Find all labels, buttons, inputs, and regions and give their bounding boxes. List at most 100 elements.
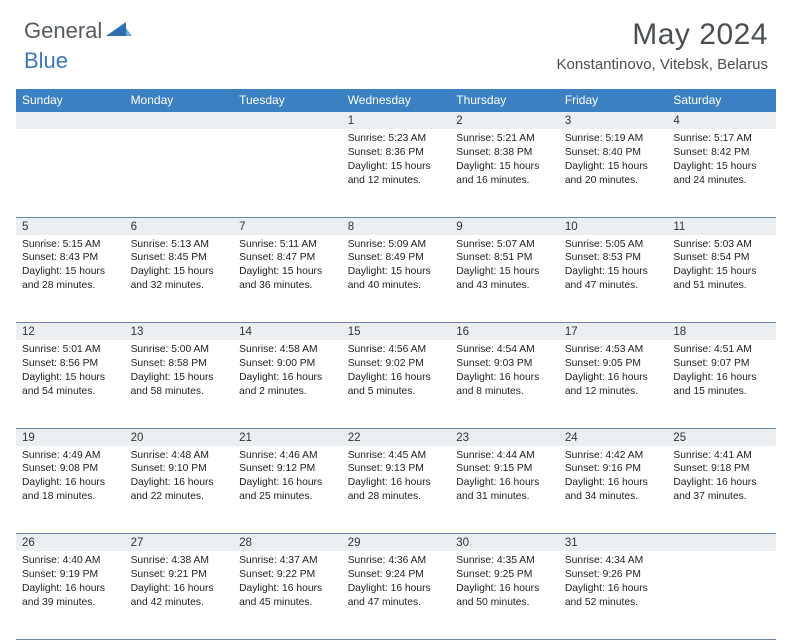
sunset-text: Sunset: 8:43 PM bbox=[22, 252, 98, 263]
sunrise-text: Sunrise: 4:36 AM bbox=[348, 555, 426, 566]
title-block: May 2024 Konstantinovo, Vitebsk, Belarus bbox=[556, 18, 768, 73]
sunset-text: Sunset: 8:51 PM bbox=[456, 252, 532, 263]
sunrise-text: Sunrise: 4:34 AM bbox=[565, 555, 643, 566]
day-number-cell: 2 bbox=[450, 112, 559, 130]
sunset-text: Sunset: 9:10 PM bbox=[131, 463, 207, 474]
day-number-cell: 16 bbox=[450, 323, 559, 341]
day-number-cell: 13 bbox=[125, 323, 234, 341]
daylight-text: Daylight: 15 hours and 36 minutes. bbox=[239, 266, 322, 291]
page-header: General May 2024 Konstantinovo, Vitebsk,… bbox=[0, 0, 792, 81]
daylight-text: Daylight: 16 hours and 47 minutes. bbox=[348, 583, 431, 608]
sunset-text: Sunset: 9:26 PM bbox=[565, 569, 641, 580]
sunset-text: Sunset: 9:00 PM bbox=[239, 358, 315, 369]
daynum-row: 12131415161718 bbox=[16, 323, 776, 341]
sunset-text: Sunset: 8:36 PM bbox=[348, 147, 424, 158]
day-info-cell bbox=[16, 129, 125, 217]
daylight-text: Daylight: 16 hours and 52 minutes. bbox=[565, 583, 648, 608]
sunrise-text: Sunrise: 4:53 AM bbox=[565, 344, 643, 355]
day-info-cell: Sunrise: 4:49 AMSunset: 9:08 PMDaylight:… bbox=[16, 446, 125, 534]
day-header: Sunday bbox=[16, 89, 125, 112]
day-header-row: Sunday Monday Tuesday Wednesday Thursday… bbox=[16, 89, 776, 112]
sunrise-text: Sunrise: 4:51 AM bbox=[673, 344, 751, 355]
sunset-text: Sunset: 8:54 PM bbox=[673, 252, 749, 263]
day-number-cell: 14 bbox=[233, 323, 342, 341]
info-row: Sunrise: 4:40 AM Sunset: 9:19 PM Daylight:… bbox=[16, 551, 776, 639]
logo-triangle-icon bbox=[106, 20, 132, 43]
sunset-text: Sunset: 9:16 PM bbox=[565, 463, 641, 474]
day-number-cell: 8 bbox=[342, 217, 451, 235]
day-info-cell bbox=[667, 551, 776, 639]
daylight-text: Daylight: 16 hours and 50 minutes. bbox=[456, 583, 539, 608]
info-row: Sunrise: 5:15 AM Sunset: 8:43 PM Daylight:… bbox=[16, 235, 776, 323]
sunset-text: Sunset: 8:40 PM bbox=[565, 147, 641, 158]
day-header: Monday bbox=[125, 89, 234, 112]
day-number-cell bbox=[125, 112, 234, 130]
day-number-cell: 21 bbox=[233, 428, 342, 446]
day-info-cell: Sunrise: 5:17 AMSunset: 8:42 PMDaylight:… bbox=[667, 129, 776, 217]
sunrise-text: Sunrise: 4:35 AM bbox=[456, 555, 534, 566]
sunset-text: Sunset: 9:18 PM bbox=[673, 463, 749, 474]
daylight-text: Daylight: 15 hours and 40 minutes. bbox=[348, 266, 431, 291]
sunrise-text: Sunrise: 4:42 AM bbox=[565, 450, 643, 461]
daylight-text: Daylight: 15 hours and 28 minutes. bbox=[22, 266, 105, 291]
sunrise-text: Sunrise: 5:17 AM bbox=[673, 133, 751, 144]
day-number-cell bbox=[667, 534, 776, 552]
day-info-cell bbox=[125, 129, 234, 217]
day-number-cell: 9 bbox=[450, 217, 559, 235]
sunset-text: Sunset: 8:56 PM bbox=[22, 358, 98, 369]
daynum-row: 567891011 bbox=[16, 217, 776, 235]
sunset-text: Sunset: 9:05 PM bbox=[565, 358, 641, 369]
daylight-text: Daylight: 16 hours and 34 minutes. bbox=[565, 477, 648, 502]
sunrise-text: Sunrise: 5:23 AM bbox=[348, 133, 426, 144]
day-number-cell: 27 bbox=[125, 534, 234, 552]
day-number-cell: 25 bbox=[667, 428, 776, 446]
sunrise-text: Sunrise: 4:45 AM bbox=[348, 450, 426, 461]
day-info-cell: Sunrise: 5:05 AMSunset: 8:53 PMDaylight:… bbox=[559, 235, 668, 323]
daylight-text: Daylight: 15 hours and 12 minutes. bbox=[348, 161, 431, 186]
daylight-text: Daylight: 15 hours and 54 minutes. bbox=[22, 372, 105, 397]
day-number-cell: 29 bbox=[342, 534, 451, 552]
daylight-text: Daylight: 15 hours and 24 minutes. bbox=[673, 161, 756, 186]
daylight-text: Daylight: 16 hours and 39 minutes. bbox=[22, 583, 105, 608]
day-number-cell: 3 bbox=[559, 112, 668, 130]
daylight-text: Daylight: 15 hours and 32 minutes. bbox=[131, 266, 214, 291]
day-number-cell: 20 bbox=[125, 428, 234, 446]
sunset-text: Sunset: 8:38 PM bbox=[456, 147, 532, 158]
sunset-text: Sunset: 8:47 PM bbox=[239, 252, 315, 263]
calendar-table: Sunday Monday Tuesday Wednesday Thursday… bbox=[16, 89, 776, 640]
day-info-cell: Sunrise: 4:51 AMSunset: 9:07 PMDaylight:… bbox=[667, 340, 776, 428]
daylight-text: Daylight: 15 hours and 43 minutes. bbox=[456, 266, 539, 291]
logo-text-general: General bbox=[24, 18, 102, 44]
daylight-text: Daylight: 15 hours and 16 minutes. bbox=[456, 161, 539, 186]
sunset-text: Sunset: 9:25 PM bbox=[456, 569, 532, 580]
daylight-text: Daylight: 15 hours and 58 minutes. bbox=[131, 372, 214, 397]
daylight-text: Daylight: 15 hours and 51 minutes. bbox=[673, 266, 756, 291]
sunrise-text: Sunrise: 5:01 AM bbox=[22, 344, 100, 355]
daylight-text: Daylight: 16 hours and 15 minutes. bbox=[673, 372, 756, 397]
sunrise-text: Sunrise: 4:40 AM bbox=[22, 555, 100, 566]
sunset-text: Sunset: 9:19 PM bbox=[22, 569, 98, 580]
sunset-text: Sunset: 9:22 PM bbox=[239, 569, 315, 580]
day-number-cell: 10 bbox=[559, 217, 668, 235]
sunset-text: Sunset: 9:03 PM bbox=[456, 358, 532, 369]
sunrise-text: Sunrise: 5:15 AM bbox=[22, 239, 100, 250]
day-info-cell: Sunrise: 4:42 AM Sunset: 9:16 PM Daylight:… bbox=[559, 446, 668, 534]
day-info-cell bbox=[233, 129, 342, 217]
day-info-cell: Sunrise: 4:40 AM Sunset: 9:19 PM Daylight:… bbox=[16, 551, 125, 639]
daynum-row: 1234 bbox=[16, 112, 776, 130]
sunrise-text: Sunrise: 4:54 AM bbox=[456, 344, 534, 355]
daylight-text: Daylight: 16 hours and 42 minutes. bbox=[131, 583, 214, 608]
day-info-cell: Sunrise: 4:41 AMSunset: 9:18 PMDaylight:… bbox=[667, 446, 776, 534]
day-number-cell: 26 bbox=[16, 534, 125, 552]
month-title: May 2024 bbox=[556, 18, 768, 52]
day-number-cell: 30 bbox=[450, 534, 559, 552]
day-info-cell: Sunrise: 5:19 AMSunset: 8:40 PMDaylight:… bbox=[559, 129, 668, 217]
day-number-cell: 11 bbox=[667, 217, 776, 235]
sunrise-text: Sunrise: 5:11 AM bbox=[239, 239, 317, 250]
daylight-text: Daylight: 16 hours and 37 minutes. bbox=[673, 477, 756, 502]
day-info-cell: Sunrise: 5:13 AMSunset: 8:45 PMDaylight:… bbox=[125, 235, 234, 323]
logo: General bbox=[24, 18, 134, 44]
sunrise-text: Sunrise: 5:19 AM bbox=[565, 133, 643, 144]
day-number-cell: 12 bbox=[16, 323, 125, 341]
sunset-text: Sunset: 8:45 PM bbox=[131, 252, 207, 263]
